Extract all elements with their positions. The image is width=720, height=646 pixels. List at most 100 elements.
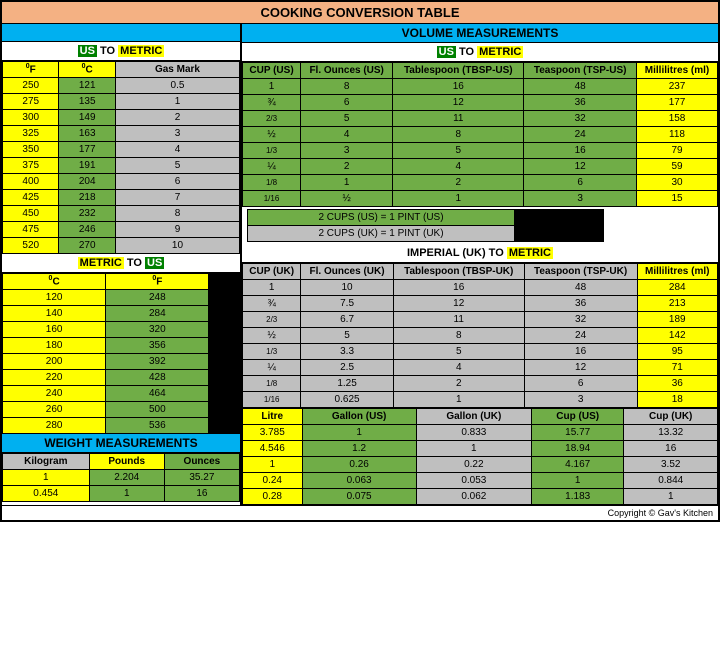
cell: 1.25 (301, 376, 393, 392)
data-row: 10.260.224.1673.52 (243, 457, 718, 473)
cell: 8 (301, 79, 393, 95)
data-row: 4.5461.2118.9416 (243, 441, 718, 457)
vol-us-metric-table: CUP (US)Fl. Ounces (US)Tablespoon (TBSP-… (242, 62, 718, 207)
data-row: 3.78510.83315.7713.32 (243, 425, 718, 441)
data-row: 2/36.71132189 (243, 312, 718, 328)
cell: 0.844 (624, 473, 718, 489)
cell: 120 (3, 290, 106, 306)
cell (209, 322, 240, 338)
cell: 3 (524, 392, 637, 408)
cell: 475 (3, 222, 59, 238)
cell: ¾ (243, 296, 301, 312)
cell: 1 (243, 280, 301, 296)
col-header: Gallon (UK) (416, 409, 531, 425)
data-row: 52027010 (3, 238, 240, 254)
data-row: 240464 (3, 386, 240, 402)
cell: 1 (624, 489, 718, 505)
cell: 0.053 (416, 473, 531, 489)
col-header: Cup (UK) (624, 409, 718, 425)
cell: 0.833 (416, 425, 531, 441)
cell: 59 (637, 159, 718, 175)
col-header: Millilitres (ml) (637, 63, 718, 79)
cell: 280 (3, 418, 106, 434)
cell: 6 (524, 376, 637, 392)
conversion-table: COOKING CONVERSION TABLE US TO METRIC 0F… (0, 0, 720, 522)
header-row: KilogramPoundsOunces (3, 454, 240, 470)
data-row: 2/351132158 (243, 111, 718, 127)
cell: 4 (393, 360, 524, 376)
cell: 1 (416, 441, 531, 457)
note-row: 2 CUPS (US) = 1 PINT (US) (248, 210, 604, 226)
cell: 10 (301, 280, 393, 296)
cell: 0.625 (301, 392, 393, 408)
cell: 1 (302, 425, 416, 441)
data-row: 4502328 (3, 206, 240, 222)
cell: 13.32 (624, 425, 718, 441)
left-column: US TO METRIC 0F0CGas Mark2501210.5275135… (2, 24, 242, 505)
cell: 1/3 (243, 344, 301, 360)
cell: 356 (106, 338, 209, 354)
data-row: ¼241259 (243, 159, 718, 175)
cell: 6.7 (301, 312, 393, 328)
cell: 189 (637, 312, 718, 328)
col-header: Fl. Ounces (US) (301, 63, 393, 79)
cell: 284 (637, 280, 718, 296)
cell: 0.22 (416, 457, 531, 473)
cell: 260 (3, 402, 106, 418)
vol-us-metric-header: US TO METRIC (242, 43, 718, 62)
header-row: 0F0CGas Mark (3, 62, 240, 78)
cell (209, 370, 240, 386)
cell: 5 (301, 111, 393, 127)
cell: 6 (115, 174, 239, 190)
cell: 204 (59, 174, 115, 190)
cell: 5 (301, 328, 393, 344)
col-header: 0F (106, 274, 209, 290)
cell: 250 (3, 78, 59, 94)
cell: 375 (3, 158, 59, 174)
data-row: ½5824142 (243, 328, 718, 344)
cell (209, 386, 240, 402)
cell: 2 (115, 110, 239, 126)
cell: 300 (3, 110, 59, 126)
cell: 1 (393, 191, 524, 207)
data-row: 160320 (3, 322, 240, 338)
cell: 0.24 (243, 473, 303, 489)
cell: 8 (393, 328, 524, 344)
note-cell: 2 CUPS (UK) = 1 PINT (UK) (248, 226, 515, 242)
cell: 149 (59, 110, 115, 126)
cell: 4 (393, 159, 524, 175)
data-row: 140284 (3, 306, 240, 322)
cell: 1/16 (243, 191, 301, 207)
cell: 142 (637, 328, 718, 344)
cell: 16 (164, 486, 239, 502)
cell: 1 (89, 486, 164, 502)
weight-title: WEIGHT MEASUREMENTS (2, 434, 240, 453)
cell: 16 (393, 280, 524, 296)
data-row: 220428 (3, 370, 240, 386)
data-row: 1/81.252636 (243, 376, 718, 392)
data-row: 180356 (3, 338, 240, 354)
cell: 36 (637, 376, 718, 392)
data-row: 3251633 (3, 126, 240, 142)
cell: 5 (393, 143, 524, 159)
cell: 11 (393, 312, 524, 328)
note-cell: 2 CUPS (US) = 1 PINT (US) (248, 210, 515, 226)
cell: 18.94 (531, 441, 624, 457)
copyright: Copyright © Gav's Kitchen (2, 505, 718, 520)
cell: 4 (115, 142, 239, 158)
cell: 18 (637, 392, 718, 408)
cell: 3 (301, 143, 393, 159)
litre-table: LitreGallon (US)Gallon (UK)Cup (US)Cup (… (242, 408, 718, 505)
cell: 1 (3, 470, 90, 486)
col-header: Pounds (89, 454, 164, 470)
cell: 218 (59, 190, 115, 206)
cell: 48 (524, 79, 637, 95)
cell: 0.075 (302, 489, 416, 505)
cell: 71 (637, 360, 718, 376)
main-title: COOKING CONVERSION TABLE (2, 2, 718, 24)
cell: 2 (393, 376, 524, 392)
us-to-metric-header: US TO METRIC (2, 42, 240, 61)
cell: 232 (59, 206, 115, 222)
header-row: CUP (US)Fl. Ounces (US)Tablespoon (TBSP-… (243, 63, 718, 79)
cell: 7 (115, 190, 239, 206)
